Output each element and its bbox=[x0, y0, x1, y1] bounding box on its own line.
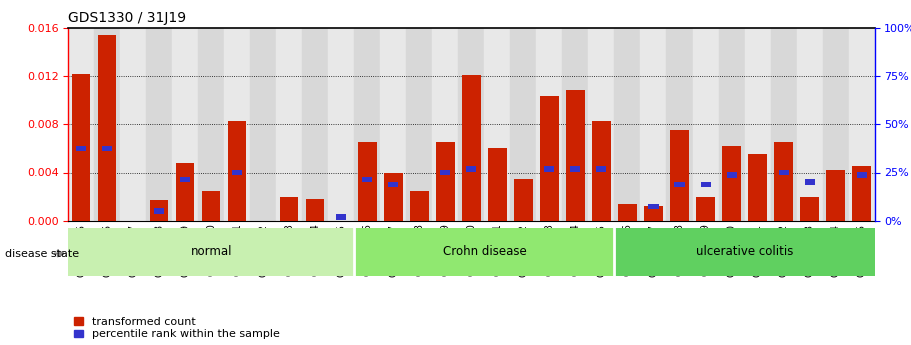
Bar bbox=[692, 28, 719, 221]
Bar bbox=[440, 170, 450, 175]
Bar bbox=[281, 197, 299, 221]
Bar bbox=[95, 28, 120, 221]
Bar bbox=[674, 182, 684, 187]
Bar bbox=[856, 172, 866, 178]
Bar bbox=[644, 206, 662, 221]
Bar bbox=[826, 170, 844, 221]
Text: normal: normal bbox=[190, 245, 232, 258]
Bar bbox=[147, 28, 172, 221]
Bar bbox=[154, 208, 164, 214]
Bar bbox=[567, 90, 585, 221]
Bar bbox=[804, 179, 814, 185]
Bar bbox=[72, 74, 90, 221]
Bar bbox=[670, 130, 689, 221]
Bar bbox=[199, 28, 224, 221]
Bar bbox=[306, 199, 324, 221]
Bar bbox=[696, 197, 714, 221]
Bar bbox=[354, 228, 615, 276]
Text: disease state: disease state bbox=[5, 249, 78, 258]
Bar bbox=[701, 182, 711, 187]
Bar bbox=[823, 28, 848, 221]
Bar bbox=[172, 28, 199, 221]
Bar bbox=[436, 142, 455, 221]
Bar bbox=[410, 190, 428, 221]
Bar bbox=[202, 190, 220, 221]
Text: GDS1330 / 31J19: GDS1330 / 31J19 bbox=[68, 11, 187, 25]
Bar bbox=[774, 142, 793, 221]
Bar bbox=[458, 28, 485, 221]
Bar bbox=[328, 28, 354, 221]
Bar bbox=[749, 155, 767, 221]
Bar bbox=[433, 28, 458, 221]
Bar bbox=[848, 28, 875, 221]
Bar bbox=[597, 166, 607, 171]
Bar bbox=[488, 148, 507, 221]
Bar bbox=[68, 228, 354, 276]
Bar bbox=[381, 28, 406, 221]
Bar bbox=[388, 182, 398, 187]
Bar bbox=[570, 166, 580, 171]
Bar bbox=[667, 28, 692, 221]
Bar bbox=[232, 170, 242, 175]
Bar bbox=[853, 167, 871, 221]
Legend: transformed count, percentile rank within the sample: transformed count, percentile rank withi… bbox=[74, 317, 280, 339]
Bar bbox=[229, 121, 247, 221]
Bar bbox=[466, 166, 476, 171]
Bar bbox=[619, 204, 637, 221]
Bar bbox=[545, 166, 555, 171]
Bar bbox=[150, 200, 169, 221]
Bar bbox=[363, 177, 373, 183]
Bar bbox=[589, 28, 615, 221]
Bar bbox=[510, 28, 537, 221]
Bar bbox=[615, 228, 875, 276]
Bar bbox=[77, 146, 87, 151]
Bar bbox=[592, 120, 610, 221]
Bar bbox=[68, 28, 95, 221]
Bar bbox=[540, 96, 558, 221]
Bar bbox=[354, 28, 381, 221]
Text: Crohn disease: Crohn disease bbox=[443, 245, 527, 258]
Bar bbox=[180, 177, 190, 183]
Bar bbox=[358, 142, 376, 221]
Bar bbox=[406, 28, 433, 221]
Bar bbox=[771, 28, 796, 221]
Bar bbox=[485, 28, 510, 221]
Bar bbox=[649, 204, 659, 209]
Bar bbox=[515, 179, 533, 221]
Bar bbox=[251, 28, 276, 221]
Bar bbox=[722, 146, 741, 221]
Bar bbox=[615, 28, 640, 221]
Bar bbox=[276, 28, 302, 221]
Bar bbox=[384, 172, 403, 221]
Bar bbox=[176, 164, 194, 221]
Bar bbox=[98, 36, 117, 221]
Bar bbox=[801, 197, 819, 221]
Bar bbox=[779, 170, 789, 175]
Bar bbox=[562, 28, 589, 221]
Bar bbox=[726, 172, 736, 178]
Bar bbox=[463, 75, 480, 221]
Bar bbox=[719, 28, 744, 221]
Bar bbox=[336, 215, 346, 220]
Bar bbox=[120, 28, 147, 221]
Bar bbox=[302, 28, 328, 221]
Text: ulcerative colitis: ulcerative colitis bbox=[696, 245, 793, 258]
Bar bbox=[537, 28, 562, 221]
Bar bbox=[102, 146, 112, 151]
Bar bbox=[640, 28, 667, 221]
Bar bbox=[224, 28, 251, 221]
Bar bbox=[744, 28, 771, 221]
Bar bbox=[796, 28, 823, 221]
